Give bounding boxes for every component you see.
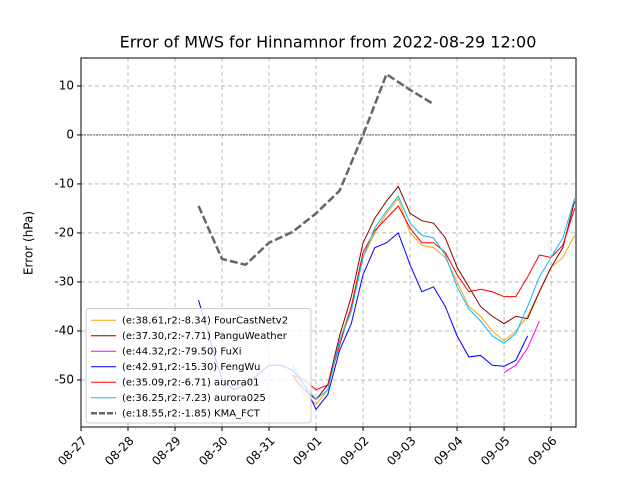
x-tick-label: 09-05 [478,434,513,469]
legend-box [85,308,312,424]
series-line [292,205,576,391]
plot-frame [80,57,577,428]
legend-label: (e:42.91,r2:-15.30) FengWu [122,362,260,373]
series-line [292,185,576,401]
legend: (e:38.61,r2:-8.34) FourCastNetv2 (e:37.30… [85,308,312,424]
chart-title: Error of MWS for Hinnamnor from 2022-08-… [120,33,537,52]
legend-label: (e:18.55,r2:-1.85) KMA_FCT [122,408,261,419]
y-tick-label: -40 [54,323,74,337]
series-line [503,320,540,374]
x-tick-label: 09-04 [431,434,466,469]
x-tick-label: 08-30 [196,434,231,469]
x-tick-label: 08-29 [149,434,184,469]
legend-label: (e:35.09,r2:-6.71) aurora01 [122,377,259,388]
legend-label: (e:38.61,r2:-8.34) FourCastNetv2 [122,315,288,326]
series-line [292,195,576,401]
y-tick-label: -20 [54,225,74,239]
legend-label: (e:36.25,r2:-7.23) aurora025 [122,393,266,404]
x-tick-label: 09-02 [337,434,372,469]
y-tick-label: -50 [54,372,74,386]
y-tick-label: 0 [66,127,74,141]
x-tick-label: 08-28 [102,434,137,469]
y-axis-label: Error (hPa) [22,211,36,275]
x-tick-label: 08-27 [55,434,90,469]
x-tick-label: 09-03 [384,434,419,469]
series-line [292,197,576,406]
y-tick-label: -10 [54,176,74,190]
x-tick-label: 09-01 [290,434,325,469]
y-tick-label: 10 [59,78,74,92]
y-tick-label: -30 [54,274,74,288]
legend-label: (e:37.30,r2:-7.71) PanguWeather [122,331,288,342]
x-tick-label: 09-06 [525,434,560,469]
series-line [197,72,435,267]
x-tick-label: 08-31 [243,434,278,469]
legend-label: (e:44.32,r2:-79.50) FuXi [122,346,242,357]
